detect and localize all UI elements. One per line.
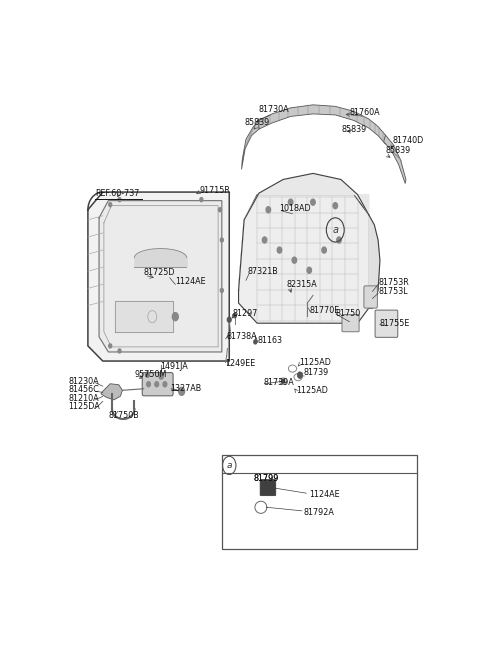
Text: 81230A: 81230A — [68, 377, 99, 386]
Text: 81740D: 81740D — [393, 136, 424, 145]
Text: 81297: 81297 — [233, 309, 258, 318]
Text: REF.60-737: REF.60-737 — [96, 189, 140, 198]
FancyBboxPatch shape — [260, 479, 276, 496]
Text: 95750M: 95750M — [134, 370, 167, 379]
Text: 81730A: 81730A — [259, 105, 289, 115]
Circle shape — [163, 382, 167, 386]
Circle shape — [218, 208, 221, 212]
Circle shape — [155, 382, 158, 386]
Text: 81799: 81799 — [253, 474, 279, 483]
Circle shape — [266, 207, 271, 213]
Text: 81738A: 81738A — [226, 332, 257, 341]
Circle shape — [220, 288, 223, 292]
Text: 82315A: 82315A — [287, 280, 318, 289]
Polygon shape — [99, 200, 222, 352]
Circle shape — [277, 247, 282, 253]
Text: 81753R: 81753R — [378, 278, 409, 288]
Text: 1249EE: 1249EE — [226, 359, 256, 368]
Circle shape — [263, 237, 267, 243]
Circle shape — [233, 314, 236, 318]
Circle shape — [282, 379, 285, 383]
Text: 1491JA: 1491JA — [160, 362, 188, 371]
Text: 1124AE: 1124AE — [309, 490, 340, 499]
Circle shape — [228, 317, 231, 322]
Polygon shape — [239, 195, 369, 323]
Text: 85839: 85839 — [341, 124, 367, 134]
Text: 81799: 81799 — [253, 474, 279, 483]
Text: 81163: 81163 — [257, 337, 282, 345]
Text: 87321B: 87321B — [248, 267, 278, 276]
Circle shape — [159, 373, 163, 379]
Circle shape — [322, 247, 326, 253]
Text: 81760A: 81760A — [350, 108, 380, 117]
Text: 1018AD: 1018AD — [279, 204, 311, 214]
Text: 1327AB: 1327AB — [170, 384, 201, 393]
Text: 81739: 81739 — [304, 368, 329, 377]
Circle shape — [118, 349, 121, 353]
Circle shape — [254, 340, 257, 344]
Circle shape — [333, 202, 337, 209]
Circle shape — [172, 312, 178, 321]
Circle shape — [292, 257, 297, 263]
FancyBboxPatch shape — [222, 455, 417, 549]
Text: 81750B: 81750B — [108, 411, 139, 420]
Polygon shape — [259, 105, 385, 144]
Text: 85839: 85839 — [385, 146, 411, 155]
Polygon shape — [384, 135, 406, 183]
Text: 85839: 85839 — [244, 119, 270, 128]
Text: 1125DA: 1125DA — [68, 402, 100, 411]
Circle shape — [200, 198, 203, 202]
Text: 81792A: 81792A — [304, 508, 335, 517]
Text: 81725D: 81725D — [144, 269, 175, 277]
Circle shape — [220, 238, 223, 242]
Circle shape — [147, 382, 150, 386]
Text: 81210A: 81210A — [68, 394, 99, 403]
FancyBboxPatch shape — [342, 314, 359, 332]
Polygon shape — [241, 120, 259, 170]
Text: 81739A: 81739A — [264, 378, 294, 386]
Text: 81753L: 81753L — [378, 288, 408, 297]
Text: 81755E: 81755E — [379, 319, 409, 328]
Polygon shape — [115, 301, 173, 332]
FancyBboxPatch shape — [142, 373, 173, 396]
Text: 81750: 81750 — [335, 309, 360, 318]
Text: 1124AE: 1124AE — [175, 277, 206, 286]
Text: 81770E: 81770E — [309, 306, 339, 315]
Polygon shape — [101, 384, 122, 400]
Circle shape — [118, 198, 121, 202]
Circle shape — [298, 372, 302, 378]
Text: 91715R: 91715R — [200, 186, 230, 195]
Circle shape — [109, 202, 112, 207]
Circle shape — [337, 237, 341, 243]
Circle shape — [311, 199, 315, 205]
Circle shape — [179, 387, 185, 396]
FancyBboxPatch shape — [364, 286, 377, 308]
Polygon shape — [239, 174, 369, 290]
Text: a: a — [227, 461, 232, 470]
Text: 81456C: 81456C — [68, 385, 99, 394]
Text: 1125AD: 1125AD — [299, 358, 331, 367]
Text: 1125AD: 1125AD — [296, 386, 328, 395]
Circle shape — [109, 344, 112, 348]
Circle shape — [307, 267, 312, 273]
Polygon shape — [369, 215, 380, 308]
Circle shape — [145, 372, 149, 377]
Text: a: a — [332, 225, 338, 235]
Circle shape — [288, 199, 293, 205]
FancyBboxPatch shape — [375, 310, 398, 337]
Polygon shape — [88, 192, 229, 361]
